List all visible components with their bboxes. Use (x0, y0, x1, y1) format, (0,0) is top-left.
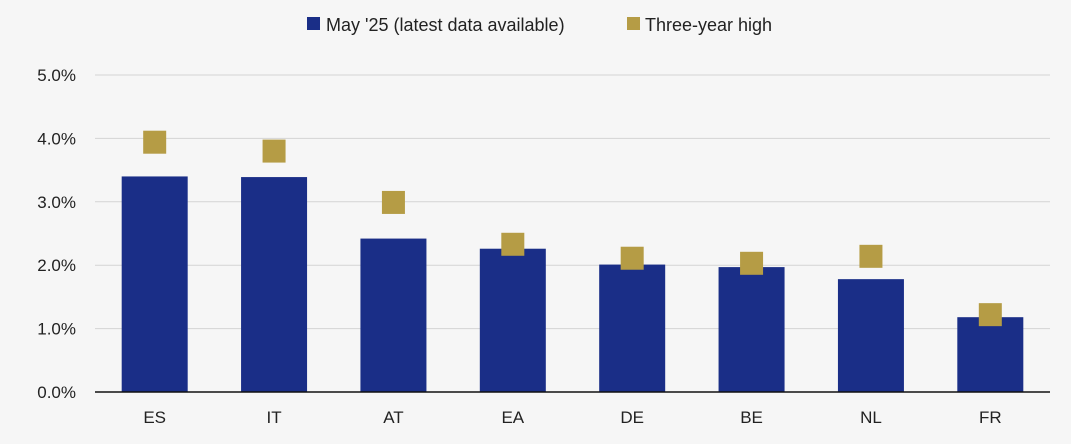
y-tick-label: 4.0% (37, 129, 76, 148)
legend-swatch-bar (307, 17, 320, 30)
y-tick-label: 3.0% (37, 193, 76, 212)
x-tick-label: FR (979, 408, 1002, 427)
grid (95, 74, 1050, 330)
marker (143, 130, 167, 154)
x-tick-label: BE (740, 408, 763, 427)
marker (381, 190, 405, 214)
x-tick-label: IT (267, 408, 282, 427)
y-tick-label: 5.0% (37, 66, 76, 85)
marker (501, 232, 525, 256)
legend: May '25 (latest data available) Three-ye… (307, 15, 772, 35)
marker (262, 139, 286, 163)
bar (121, 176, 188, 392)
x-tick-label: NL (860, 408, 882, 427)
x-tick-label: ES (143, 408, 166, 427)
marker (859, 244, 883, 268)
y-tick-label: 0.0% (37, 383, 76, 402)
bar (241, 177, 308, 392)
legend-swatch-marker (627, 17, 640, 30)
bar (837, 279, 904, 392)
x-axis-ticks: ES IT AT EA DE BE NL FR (143, 408, 1001, 427)
y-tick-label: 2.0% (37, 256, 76, 275)
bar (599, 264, 666, 392)
marker (740, 251, 764, 275)
bar (718, 267, 785, 392)
bar (957, 317, 1024, 392)
x-tick-label: EA (501, 408, 524, 427)
legend-label-bar: May '25 (latest data available) (326, 15, 565, 35)
bars (121, 176, 1024, 392)
bar (360, 238, 427, 392)
y-axis-ticks: 0.0% 1.0% 2.0% 3.0% 4.0% 5.0% (37, 66, 76, 402)
y-tick-label: 1.0% (37, 320, 76, 339)
x-tick-label: DE (620, 408, 644, 427)
marker (620, 246, 644, 270)
legend-label-marker: Three-year high (645, 15, 772, 35)
markers (143, 130, 1002, 327)
x-tick-label: AT (383, 408, 403, 427)
bar (479, 248, 546, 392)
marker (978, 303, 1002, 327)
